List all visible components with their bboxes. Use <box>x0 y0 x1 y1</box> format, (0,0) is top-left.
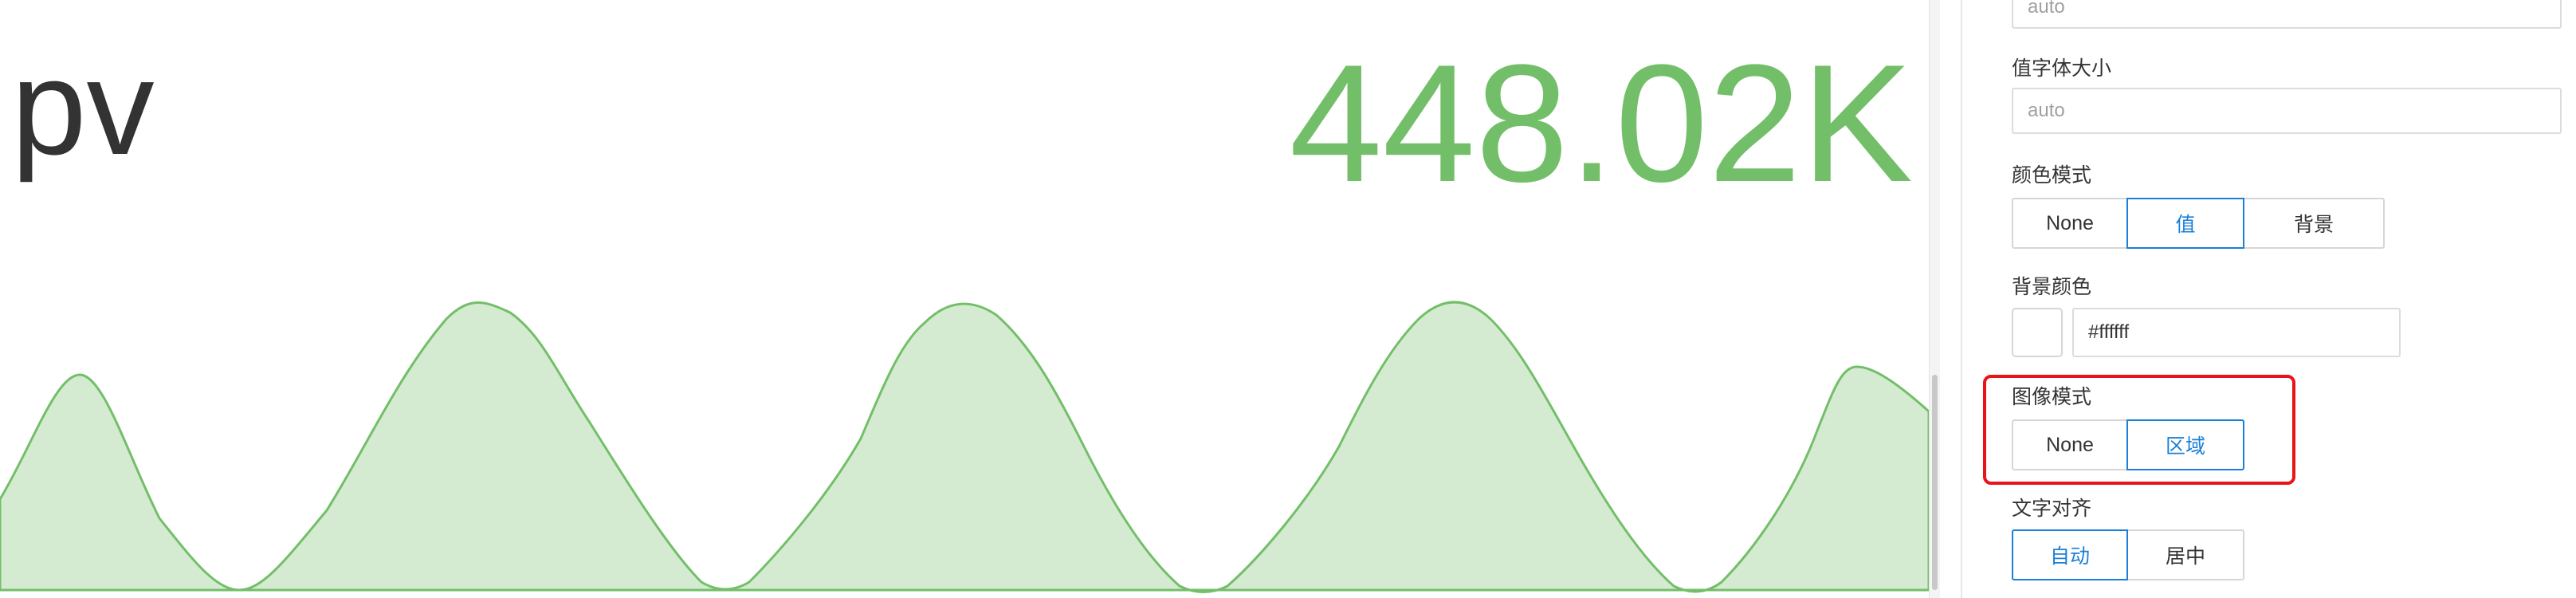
text-align-label: 文字对齐 <box>2012 498 2092 520</box>
title-font-size-placeholder: auto <box>2028 0 2065 18</box>
options-divider <box>1961 0 1962 598</box>
value-font-size-label: 值字体大小 <box>2012 57 2112 80</box>
text-align-radio-group: 自动 居中 <box>2012 529 2244 580</box>
preview-scrollbar[interactable] <box>1929 0 1940 598</box>
stat-panel-preview: pv 448.02K <box>0 30 1929 593</box>
color-mode-radio-group: None 值 背景 <box>2012 198 2385 249</box>
background-color-value: #ffffff <box>2088 321 2130 343</box>
graph-mode-area[interactable]: 区域 <box>2126 419 2244 470</box>
graph-mode-highlight-box <box>1983 375 2295 485</box>
background-color-input[interactable]: #ffffff <box>2072 308 2401 357</box>
stat-name-label: pv <box>11 32 155 183</box>
stat-options-panel: auto 值字体大小 auto 颜色模式 None 值 背景 背景颜色 #fff… <box>1940 0 2576 598</box>
color-mode-none[interactable]: None <box>2012 198 2128 249</box>
preview-scrollbar-thumb[interactable] <box>1932 375 1938 590</box>
color-mode-label: 颜色模式 <box>2012 164 2092 187</box>
stat-value: 448.02K <box>1289 30 1913 217</box>
value-font-size-input[interactable]: auto <box>2012 88 2562 134</box>
background-color-swatch[interactable] <box>2012 308 2063 357</box>
graph-mode-label: 图像模式 <box>2012 386 2092 408</box>
value-font-size-placeholder: auto <box>2028 100 2065 121</box>
title-font-size-input[interactable]: auto <box>2012 0 2562 29</box>
sparkline-area-chart <box>0 301 1929 593</box>
color-mode-value[interactable]: 值 <box>2126 198 2244 249</box>
sparkline-area <box>0 301 1929 593</box>
graph-mode-none[interactable]: None <box>2012 419 2128 470</box>
text-align-auto[interactable]: 自动 <box>2012 529 2128 580</box>
text-align-center[interactable]: 居中 <box>2126 529 2244 580</box>
color-mode-background[interactable]: 背景 <box>2243 198 2385 249</box>
graph-mode-radio-group: None 区域 <box>2012 419 2244 470</box>
background-color-label: 背景颜色 <box>2012 276 2092 298</box>
